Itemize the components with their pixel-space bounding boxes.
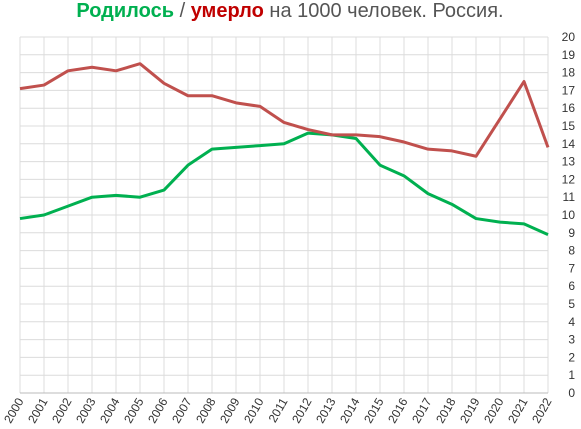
x-tick-label: 2021 [505,395,531,425]
x-tick-label: 2016 [385,395,411,425]
y-tick-label: 13 [562,155,576,169]
x-tick-label: 2007 [169,395,195,425]
series-line [19,131,549,236]
y-tick-label: 7 [568,261,575,275]
x-tick-label: 2020 [481,395,507,425]
x-tick-label: 2008 [193,395,219,425]
x-tick-label: 2009 [217,395,243,425]
y-tick-label: 8 [568,244,575,258]
y-tick-label: 20 [562,30,576,44]
x-tick-label: 2013 [313,395,339,425]
y-tick-label: 18 [562,66,576,80]
title-deaths: умерло [191,0,264,22]
x-tick-label: 2001 [25,395,51,425]
title-separator: / [180,0,186,22]
x-tick-label: 2012 [289,395,315,425]
y-tick-label: 11 [563,190,576,204]
x-tick-label: 2004 [97,395,123,425]
y-tick-label: 16 [562,101,576,115]
y-tick-label: 0 [568,386,575,400]
y-tick-label: 2 [568,350,575,364]
y-tick-label: 9 [568,226,575,240]
series-line [19,62,550,158]
y-tick-label: 17 [562,83,576,97]
y-tick-label: 19 [562,48,576,62]
y-tick-label: 6 [568,279,575,293]
x-tick-label: 2015 [361,395,387,425]
y-tick-label: 3 [568,333,575,347]
x-tick-label: 2014 [337,395,363,425]
x-tick-label: 2002 [49,395,75,425]
y-tick-label: 5 [568,297,575,311]
y-tick-label: 15 [562,119,576,133]
title-births: Родилось [76,0,174,22]
chart-title: Родилось / умерло на 1000 человек. Росси… [76,0,503,22]
x-tick-label: 2005 [121,395,147,425]
y-tick-label: 4 [568,315,575,329]
y-tick-label: 10 [562,208,576,222]
x-tick-label: 2006 [145,395,171,425]
x-tick-label: 2010 [241,395,267,425]
x-tick-label: 2017 [409,395,435,425]
x-tick-label: 2019 [457,395,483,425]
x-tick-label: 2000 [1,395,27,425]
title-rest: на 1000 человек. Россия. [269,0,503,22]
x-tick-label: 2003 [73,395,99,425]
x-tick-label: 2022 [529,395,555,425]
y-tick-label: 12 [562,172,576,186]
x-tick-label: 2011 [266,395,291,425]
x-tick-label: 2018 [433,395,459,425]
y-tick-label: 1 [568,368,575,382]
y-tick-label: 14 [562,137,576,151]
